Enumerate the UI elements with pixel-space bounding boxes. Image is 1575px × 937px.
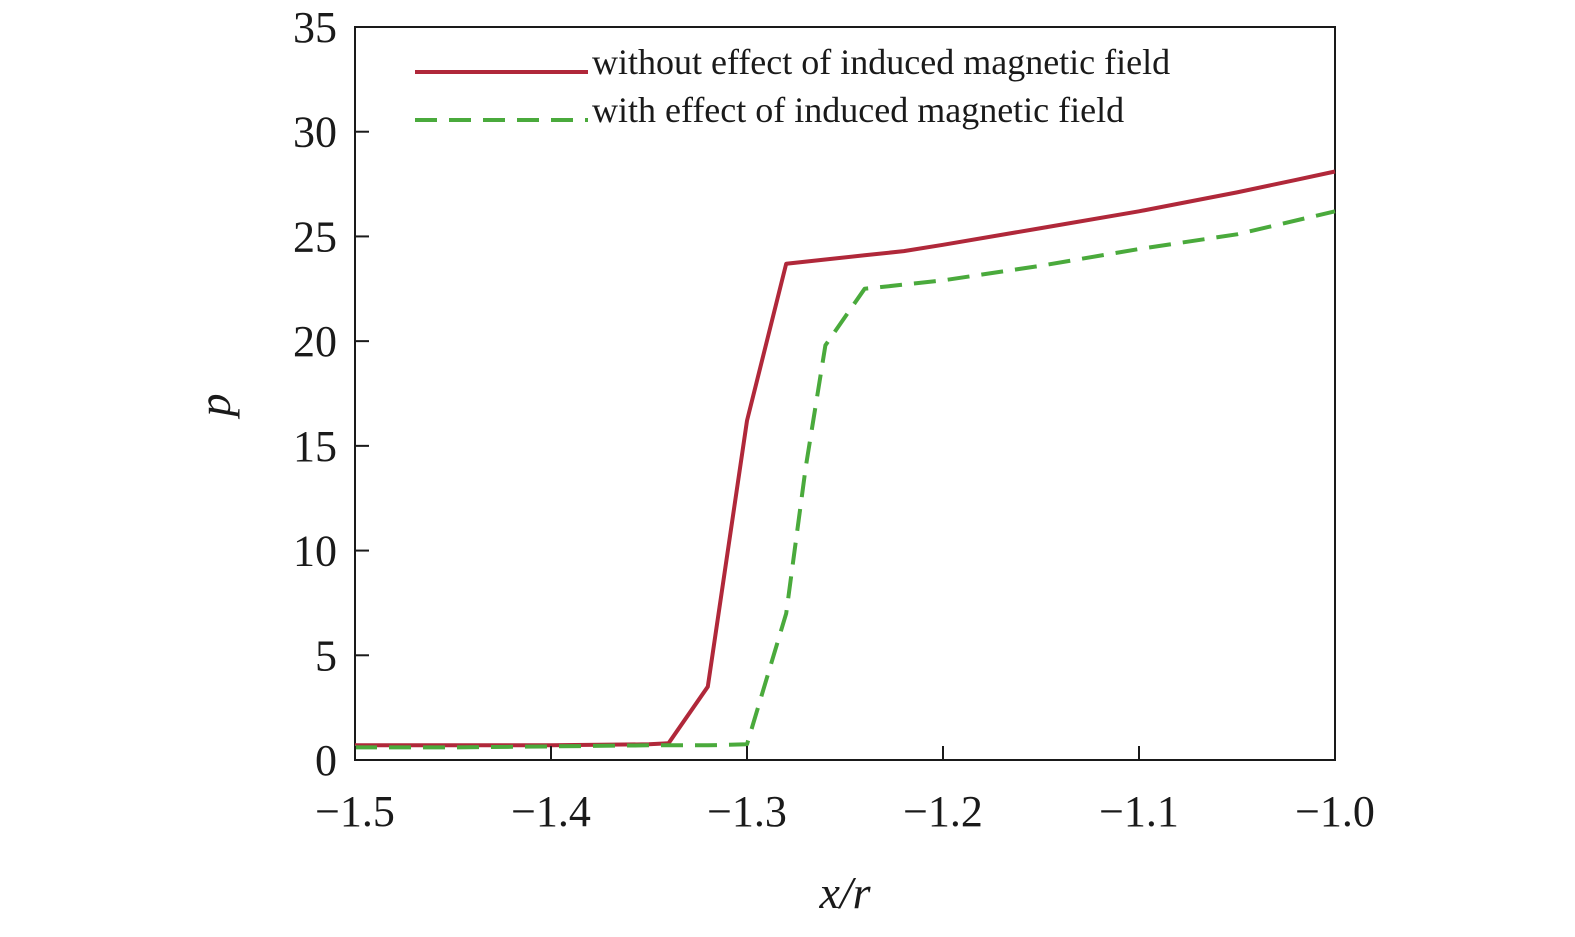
y-axis-label: p	[189, 394, 240, 420]
plot-frame	[354, 26, 1336, 761]
x-axis-label: x/r	[818, 867, 871, 918]
x-tick-label: −1.0	[1295, 787, 1375, 836]
axes	[354, 26, 1336, 761]
y-tick-label: 0	[315, 736, 337, 785]
x-tick-label: −1.2	[903, 787, 983, 836]
legend-label-2: with effect of induced magnetic field	[592, 90, 1124, 130]
y-tick-label: 20	[293, 317, 337, 366]
ticks: −1.5 −1.4 −1.3 −1.2 −1.1 −1.0 0 5 10 15 20 25 30 35	[293, 3, 1375, 836]
y-tick-label: 15	[293, 422, 337, 471]
x-tick-label: −1.3	[707, 787, 787, 836]
x-tick-label: −1.5	[315, 787, 395, 836]
series-line-1	[355, 169, 1336, 748]
y-tick-label: 30	[293, 108, 337, 157]
x-tick-label: −1.1	[1099, 787, 1179, 836]
y-tick-label: 25	[293, 212, 337, 261]
y-tick-label: 35	[293, 3, 337, 52]
y-tick-label: 5	[315, 631, 337, 680]
x-tick-label: −1.4	[511, 787, 591, 836]
series-line-2	[355, 209, 1336, 750]
legend: without effect of induced magnetic field…	[415, 42, 1170, 130]
y-tick-label: 10	[293, 527, 337, 576]
series-lines	[355, 169, 1336, 750]
legend-label-1: without effect of induced magnetic field	[592, 42, 1170, 82]
